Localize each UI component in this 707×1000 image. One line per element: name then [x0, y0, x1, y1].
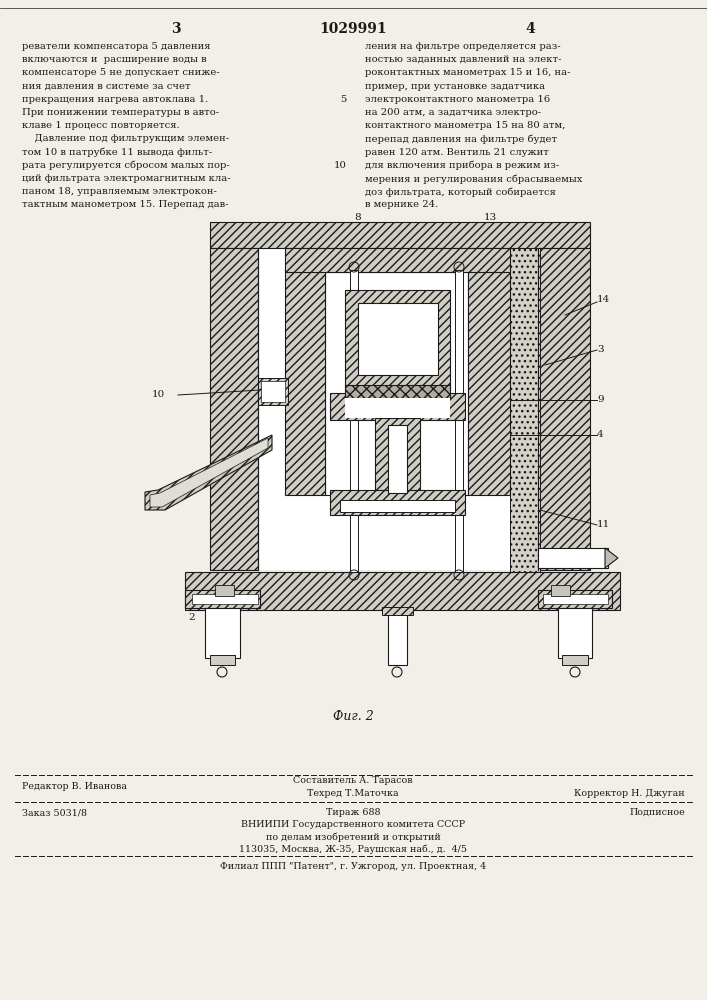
Bar — [192, 594, 258, 604]
Text: 13: 13 — [484, 213, 496, 222]
Bar — [388, 610, 407, 665]
Text: доз фильтрата, который собирается: доз фильтрата, который собирается — [365, 187, 556, 197]
Text: 10: 10 — [334, 161, 347, 170]
Bar — [345, 290, 450, 390]
Text: на 200 атм, а задатчика электро-: на 200 атм, а задатчика электро- — [365, 108, 541, 117]
Bar — [538, 590, 612, 608]
Text: ния давления в системе за счет: ния давления в системе за счет — [22, 82, 191, 91]
Bar — [468, 268, 510, 495]
Polygon shape — [145, 435, 272, 510]
Text: Заказ 5031/8: Заказ 5031/8 — [22, 808, 87, 817]
Text: тактным манометром 15. Перепад дав-: тактным манометром 15. Перепад дав- — [22, 200, 228, 209]
Text: Подписное: Подписное — [629, 808, 685, 817]
Text: прекращения нагрева автоклава 1.: прекращения нагрева автоклава 1. — [22, 95, 209, 104]
Text: Редактор В. Иванова: Редактор В. Иванова — [22, 782, 127, 791]
Text: 8: 8 — [355, 213, 361, 222]
Text: Давление под фильтрукщим элемен-: Давление под фильтрукщим элемен- — [22, 134, 229, 143]
Text: по делам изобретений и открытий: по делам изобретений и открытий — [266, 832, 440, 842]
Bar — [185, 572, 620, 610]
Text: ления на фильтре определяется раз-: ления на фильтре определяется раз- — [365, 42, 561, 51]
Bar — [330, 393, 465, 420]
Text: 5: 5 — [341, 95, 347, 104]
Bar — [210, 222, 590, 248]
Bar — [558, 608, 592, 658]
Text: перепад давления на фильтре будет: перепад давления на фильтре будет — [365, 134, 557, 144]
Bar — [350, 270, 358, 572]
Text: 10: 10 — [152, 390, 165, 399]
Text: 4: 4 — [525, 22, 535, 36]
Bar — [538, 248, 590, 570]
Bar — [358, 303, 438, 375]
Text: ций фильтрата электромагнитным кла-: ций фильтрата электромагнитным кла- — [22, 174, 230, 183]
Bar — [215, 585, 234, 596]
Text: 11: 11 — [597, 520, 610, 529]
Text: включаются и  расширение воды в: включаются и расширение воды в — [22, 55, 206, 64]
Text: 14: 14 — [597, 295, 610, 304]
Bar — [185, 590, 260, 608]
Text: 3: 3 — [171, 22, 181, 36]
Bar — [551, 585, 570, 596]
Bar — [261, 381, 285, 402]
Text: электроконтактного манометра 16: электроконтактного манометра 16 — [365, 95, 550, 104]
Bar — [210, 655, 235, 665]
Text: ВНИИПИ Государственного комитета СССР: ВНИИПИ Государственного комитета СССР — [241, 820, 465, 829]
Bar — [543, 594, 608, 604]
Bar — [538, 548, 608, 568]
Polygon shape — [605, 548, 618, 568]
Text: Техред Т.Маточка: Техред Т.Маточка — [307, 789, 399, 798]
Text: Фиг. 2: Фиг. 2 — [332, 710, 373, 723]
Text: 9: 9 — [597, 395, 604, 404]
Text: 1029991: 1029991 — [319, 22, 387, 36]
Bar — [285, 248, 510, 272]
Bar — [210, 248, 258, 570]
Text: клаве 1 процесс повторяется.: клаве 1 процесс повторяется. — [22, 121, 180, 130]
Bar — [345, 385, 450, 398]
Text: контактного манометра 15 на 80 атм,: контактного манометра 15 на 80 атм, — [365, 121, 566, 130]
Text: компенсаторе 5 не допускает сниже-: компенсаторе 5 не допускает сниже- — [22, 68, 220, 77]
Bar — [375, 418, 420, 495]
Text: рата регулируется сбросом малых пор-: рата регулируется сбросом малых пор- — [22, 161, 230, 170]
Bar — [562, 655, 588, 665]
Text: равен 120 атм. Вентиль 21 служит: равен 120 атм. Вентиль 21 служит — [365, 148, 549, 157]
Text: мерения и регулирования сбрасываемых: мерения и регулирования сбрасываемых — [365, 174, 583, 184]
Bar — [205, 608, 240, 658]
Text: 3: 3 — [597, 345, 604, 354]
Text: 113035, Москва, Ж-35, Раушская наб., д.  4/5: 113035, Москва, Ж-35, Раушская наб., д. … — [239, 844, 467, 854]
Bar — [258, 248, 538, 570]
Bar — [510, 248, 540, 572]
Text: Корректор Н. Джуган: Корректор Н. Джуган — [574, 789, 685, 798]
Text: в мернике 24.: в мернике 24. — [365, 200, 438, 209]
Bar — [330, 490, 465, 515]
Text: реватели компенсатора 5 давления: реватели компенсатора 5 давления — [22, 42, 211, 51]
Bar — [340, 500, 455, 512]
Bar — [345, 398, 450, 418]
Bar — [388, 425, 407, 493]
Bar — [258, 378, 288, 405]
Text: для включения прибора в режим из-: для включения прибора в режим из- — [365, 161, 559, 170]
Text: пример, при установке задатчика: пример, при установке задатчика — [365, 82, 545, 91]
Text: паном 18, управляемым электрокон-: паном 18, управляемым электрокон- — [22, 187, 217, 196]
Text: При понижении температуры в авто-: При понижении температуры в авто- — [22, 108, 219, 117]
Text: ностью заданных давлений на элект-: ностью заданных давлений на элект- — [365, 55, 561, 64]
Text: 2: 2 — [188, 613, 194, 622]
Text: Филиал ППП "Патент", г. Ужгород, ул. Проектная, 4: Филиал ППП "Патент", г. Ужгород, ул. Про… — [220, 862, 486, 871]
Bar — [285, 268, 325, 495]
Text: том 10 в патрубке 11 вывода фильт-: том 10 в патрубке 11 вывода фильт- — [22, 148, 212, 157]
Text: роконтактных манометрах 15 и 16, на-: роконтактных манометрах 15 и 16, на- — [365, 68, 571, 77]
Text: 4: 4 — [597, 430, 604, 439]
Bar — [382, 607, 413, 615]
Bar — [325, 272, 468, 495]
Bar — [455, 270, 463, 572]
Polygon shape — [150, 438, 268, 507]
Text: Составитель А. Тарасов: Составитель А. Тарасов — [293, 776, 413, 785]
Text: Тираж 688: Тираж 688 — [326, 808, 380, 817]
